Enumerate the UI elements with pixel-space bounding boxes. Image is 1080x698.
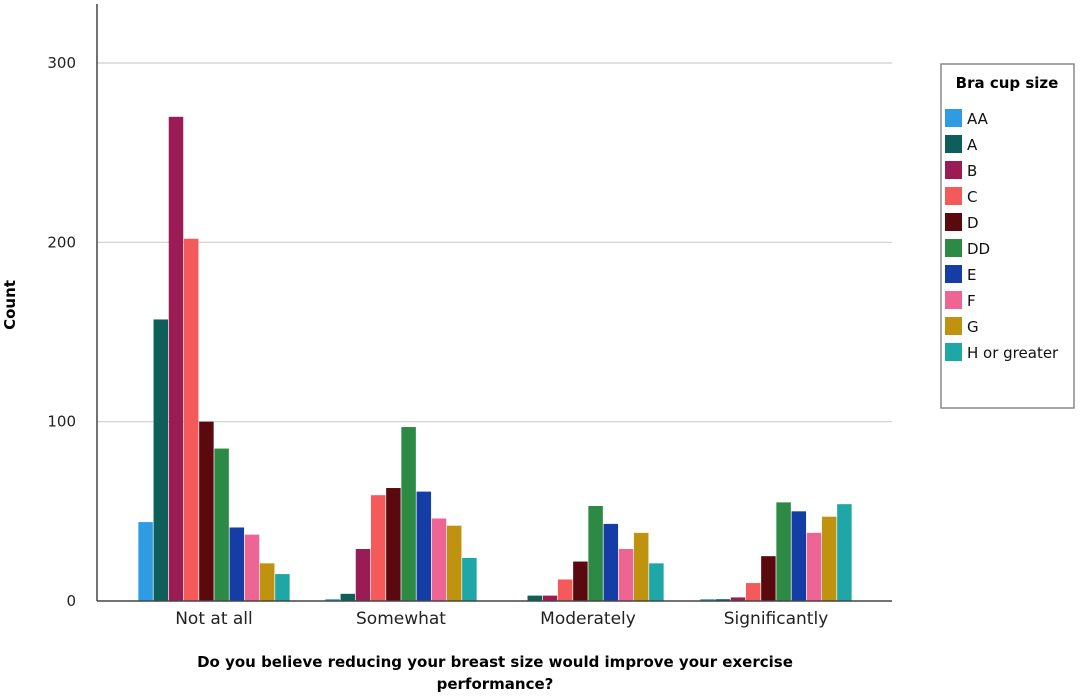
bar-h-or-greater-somewhat [462, 557, 477, 601]
legend-swatch [945, 343, 962, 361]
bar-c-not-at-all [183, 238, 199, 601]
bar-e-not-at-all [229, 527, 245, 601]
bar-b-significantly [730, 597, 746, 601]
bar-d-moderately [573, 561, 588, 601]
legend-swatch [945, 135, 962, 153]
bar-b-somewhat [355, 548, 371, 601]
bar-d-significantly [761, 556, 776, 601]
legend-swatch [945, 265, 962, 283]
bar-h-or-greater-significantly [837, 504, 852, 601]
legend-box [940, 63, 1075, 409]
bar-dd-moderately [588, 505, 603, 601]
x-tick-label: Moderately [540, 609, 636, 629]
bar-g-not-at-all [259, 563, 275, 601]
legend-swatch [945, 291, 962, 309]
y-axis-title: Count [1, 280, 19, 330]
legend-label: E [967, 266, 976, 284]
legend-label: F [967, 292, 976, 310]
legend-label: B [967, 162, 977, 180]
x-axis-title-line-2: performance? [437, 675, 554, 693]
bar-a-moderately [527, 595, 543, 601]
bar-c-somewhat [370, 495, 386, 601]
legend-label: G [967, 318, 979, 336]
bar-h-or-greater-moderately [649, 563, 664, 601]
bar-c-moderately [557, 579, 573, 601]
bar-aa-somewhat [325, 599, 340, 601]
bar-d-not-at-all [199, 421, 214, 601]
bar-f-somewhat [431, 518, 447, 601]
legend-title: Bra cup size [956, 74, 1059, 92]
x-tick-label: Somewhat [356, 609, 446, 629]
y-tick-label: 0 [66, 592, 76, 610]
legend-label: H or greater [967, 344, 1059, 362]
y-tick-labels: 0 100 200 300 [47, 54, 76, 610]
bar-b-not-at-all [168, 116, 184, 602]
bar-f-significantly [806, 532, 822, 601]
x-axis-title-line-1: Do you believe reducing your breast size… [197, 653, 793, 671]
legend-label: A [967, 136, 978, 154]
bar-a-somewhat [340, 593, 356, 601]
bar-aa-not-at-all [138, 522, 153, 601]
bars [138, 116, 852, 602]
bar-dd-not-at-all [214, 448, 229, 601]
bar-e-moderately [603, 523, 619, 601]
legend-label: AA [967, 110, 989, 128]
bar-e-significantly [791, 511, 807, 601]
legend-swatch [945, 213, 962, 231]
bar-dd-somewhat [401, 427, 416, 601]
x-tick-label: Not at all [175, 609, 253, 629]
bar-aa-significantly [700, 599, 715, 601]
bar-h-or-greater-not-at-all [275, 574, 290, 601]
bar-g-moderately [633, 532, 649, 601]
x-tick-labels: Not at all Somewhat Moderately Significantl… [175, 609, 828, 629]
bar-g-significantly [821, 516, 837, 601]
bar-dd-significantly [776, 502, 791, 601]
bar-a-not-at-all [153, 319, 169, 601]
legend-label: DD [967, 240, 990, 258]
bar-b-moderately [542, 595, 558, 601]
legend-swatch [945, 109, 962, 127]
legend-swatch [945, 161, 962, 179]
bar-f-moderately [618, 548, 634, 601]
legend-swatch [945, 239, 962, 257]
legend-label: D [967, 214, 979, 232]
legend-label: C [967, 188, 977, 206]
y-tick-label: 100 [47, 413, 76, 431]
legend-swatch [945, 187, 962, 205]
bar-e-somewhat [416, 491, 432, 601]
y-tick-label: 200 [47, 233, 76, 251]
bar-a-significantly [715, 599, 731, 601]
bar-c-significantly [745, 583, 761, 601]
legend-swatch [945, 317, 962, 335]
x-tick-label: Significantly [724, 609, 829, 629]
bar-d-somewhat [386, 488, 401, 601]
bar-f-not-at-all [244, 534, 260, 601]
bar-g-somewhat [446, 525, 462, 601]
gridlines [97, 62, 892, 423]
y-tick-label: 300 [47, 54, 76, 72]
